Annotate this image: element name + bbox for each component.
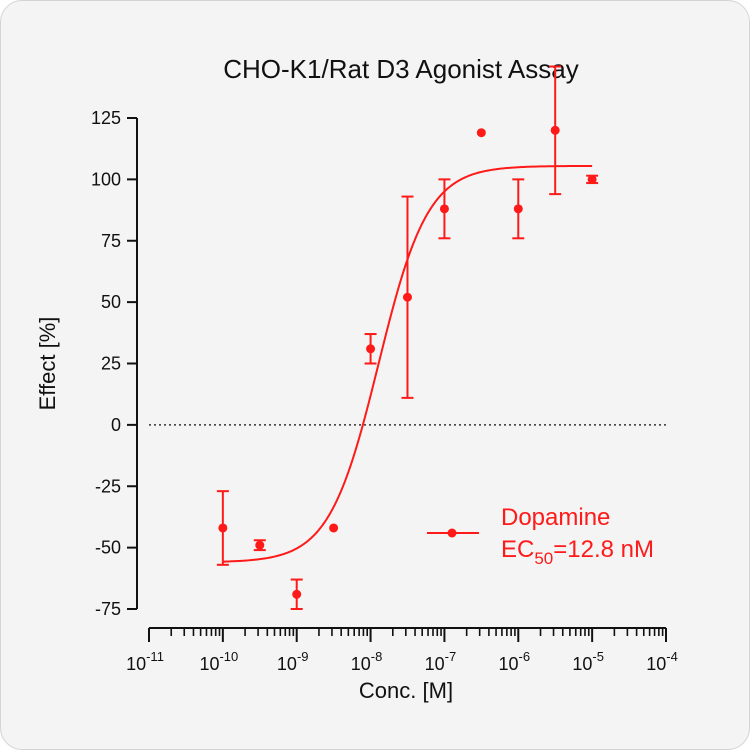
y-tick-label: 50: [101, 292, 121, 312]
y-axis-label: Effect [%]: [35, 317, 60, 411]
x-axis: 10-11 10-10 10-9 10-8 10-7 10-6 10-5 10-4: [126, 627, 678, 674]
x-tick-label: 10-5: [572, 649, 604, 674]
data-point: [587, 174, 597, 184]
chart-title: CHO-K1/Rat D3 Agonist Assay: [223, 54, 578, 84]
data-point: [366, 344, 376, 354]
x-tick-label: 10-7: [425, 649, 457, 674]
x-tick-label: 10-9: [277, 649, 309, 674]
data-point: [402, 292, 412, 302]
y-tick-label: 0: [111, 415, 121, 435]
x-tick-label: 10-10: [199, 649, 238, 674]
x-tick-label: 10-8: [351, 649, 383, 674]
data-point: [439, 204, 449, 214]
y-tick-label: 100: [91, 169, 121, 189]
data-point: [292, 589, 302, 599]
legend-series-name: Dopamine: [501, 504, 610, 531]
x-tick-label: 10-11: [126, 649, 164, 674]
data-point: [513, 204, 523, 214]
data-point: [255, 540, 265, 550]
data-point: [550, 125, 560, 135]
y-tick-label: 25: [101, 354, 121, 374]
legend-marker: [447, 528, 457, 538]
data-point: [329, 523, 339, 533]
data-point: [218, 523, 228, 533]
x-tick-label: 10-4: [646, 649, 678, 674]
data-points-group: [216, 65, 599, 610]
legend: Dopamine EC50=12.8 nM: [427, 504, 654, 568]
x-tick-label: 10-6: [498, 649, 530, 674]
data-point: [476, 128, 486, 138]
y-tick-label: 75: [101, 231, 121, 251]
legend-ec50: EC50=12.8 nM: [501, 536, 654, 568]
x-axis-label: Conc. [M]: [359, 678, 453, 703]
y-tick-label: 125: [91, 108, 121, 128]
y-tick-label: -75: [95, 599, 121, 619]
y-axis: -75 -50 -25 0 25 50 75 100 125: [91, 108, 138, 619]
y-tick-label: -50: [95, 538, 121, 558]
y-tick-label: -25: [95, 476, 121, 496]
